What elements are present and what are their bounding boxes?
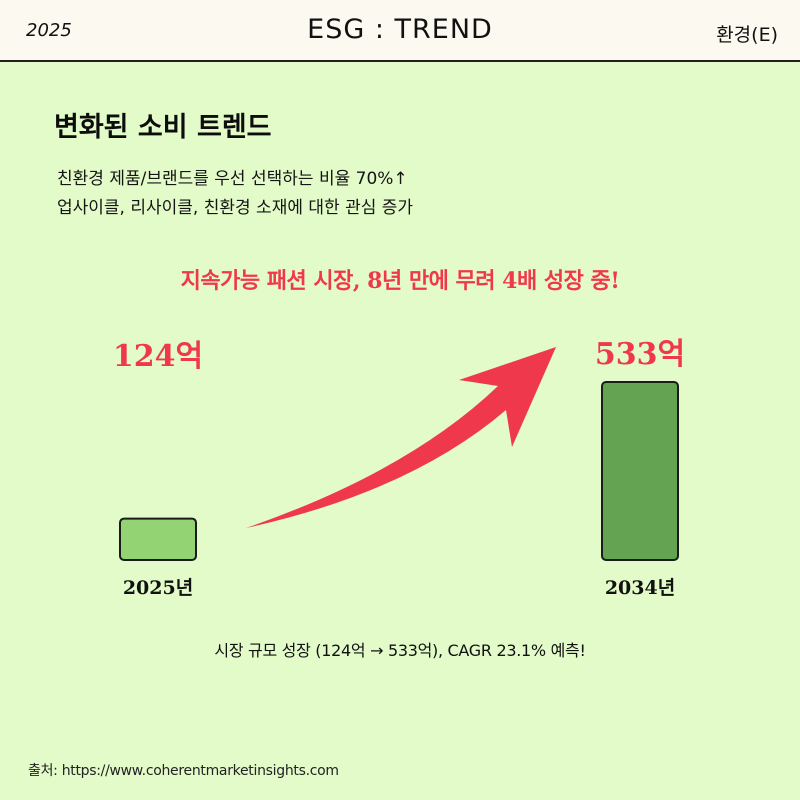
category-label-0: 2025년 xyxy=(123,577,193,599)
growth-arrow-icon xyxy=(246,347,556,528)
bullet-line-1: 친환경 제품/브랜드를 우선 선택하는 비율 70%↑ xyxy=(57,169,408,189)
source-text: 출처: https://www.coherentmarketinsights.c… xyxy=(28,763,339,779)
top-bar: 2025 ESG : TREND 환경(E) xyxy=(0,0,800,62)
header-category: 환경(E) xyxy=(716,24,778,46)
section-heading: 변화된 소비 트렌드 xyxy=(54,112,272,143)
value-label-0: 124억 xyxy=(113,339,203,374)
highlight-text: 지속가능 패션 시장, 8년 만에 무려 4배 성장 중! xyxy=(180,268,620,294)
summary-text: 시장 규모 성장 (124억 → 533억), CAGR 23.1% 예측! xyxy=(214,641,586,660)
header-title: ESG : TREND xyxy=(307,14,493,45)
value-label-1: 533억 xyxy=(595,337,685,372)
bar-1 xyxy=(601,381,679,561)
bar-0 xyxy=(119,517,197,561)
category-label-1: 2034년 xyxy=(605,577,675,599)
bullet-line-2: 업사이클, 리사이클, 친환경 소재에 대한 관심 증가 xyxy=(57,198,414,218)
header-year: 2025 xyxy=(26,20,72,41)
